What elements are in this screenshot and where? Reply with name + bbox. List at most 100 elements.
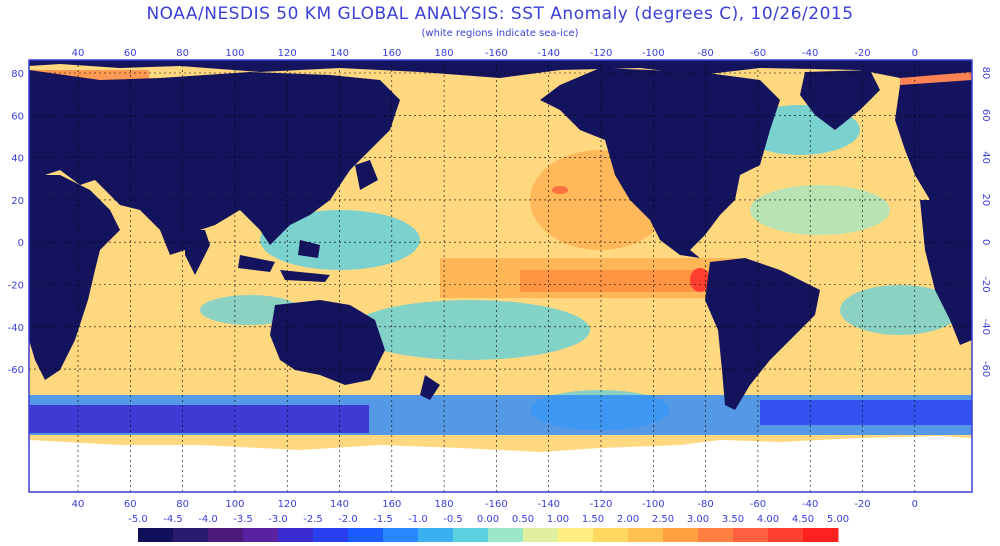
lon-tick-label: -140	[537, 499, 560, 510]
colorbar-label: -2.5	[303, 514, 323, 525]
colorbar-label: -3.0	[268, 514, 288, 525]
colorbar-swatch	[488, 528, 524, 542]
lon-tick-label: -140	[537, 48, 560, 59]
lat-tick-label: -40	[8, 323, 24, 334]
colorbar-swatch	[663, 528, 699, 542]
latitude-labels-left: 80 60 40 20 0 -20 -40 -60	[8, 69, 24, 376]
colorbar-swatch	[383, 528, 419, 542]
lat-tick-label: 20	[11, 196, 24, 207]
lon-tick-label: -80	[697, 48, 713, 59]
colorbar-swatch	[453, 528, 489, 542]
lat-tick-label: -60	[8, 365, 24, 376]
colorbar-label: 2.50	[652, 514, 674, 525]
colorbar-label: -1.0	[408, 514, 428, 525]
lon-tick-label: 120	[278, 499, 297, 510]
lat-tick-label: 80	[980, 67, 991, 80]
lon-tick-label: 80	[176, 48, 189, 59]
map-subtitle: (white regions indicate sea-ice)	[421, 28, 579, 39]
lon-tick-label: -120	[590, 48, 613, 59]
graticule	[29, 60, 972, 492]
colorbar-swatch	[628, 528, 664, 542]
colorbar-label: 2.00	[617, 514, 639, 525]
longitude-labels-top: 40 60 80 100 120 140 160 180 -160 -140 -120 -100 -80…	[72, 48, 918, 59]
longitude-labels-bottom: 40 60 80 100 120 140 160 180 -160 -140 -120 -100 -80…	[72, 499, 918, 510]
colorbar-swatch	[418, 528, 454, 542]
lon-tick-label: -60	[750, 499, 766, 510]
lat-tick-label: 0	[18, 238, 24, 249]
colorbar-label: 0.50	[512, 514, 534, 525]
map-frame	[28, 59, 973, 493]
colorbar-swatch	[173, 528, 209, 542]
latitude-labels-right: 80 60 40 20 0 -20 -40 -60	[980, 67, 991, 378]
colorbar-label: 0.00	[477, 514, 499, 525]
lat-tick-label: 0	[980, 239, 991, 245]
lon-tick-label: 40	[72, 499, 85, 510]
colorbar-label: -4.5	[163, 514, 183, 525]
lon-tick-label: 180	[435, 499, 454, 510]
colorbar-swatch	[523, 528, 559, 542]
colorbar-swatch	[313, 528, 349, 542]
colorbar-swatch	[733, 528, 769, 542]
colorbar-swatch	[138, 528, 174, 542]
lon-tick-label: 100	[225, 499, 244, 510]
lat-tick-label: 60	[980, 109, 991, 122]
lat-tick-label: 80	[11, 69, 24, 80]
colorbar-swatch	[208, 528, 244, 542]
lon-tick-label: 60	[124, 48, 137, 59]
colorbar-swatch	[243, 528, 279, 542]
colorbar-label: -0.5	[443, 514, 463, 525]
colorbar-swatch	[348, 528, 384, 542]
lon-tick-label: 160	[382, 48, 401, 59]
lon-tick-label: 40	[72, 48, 85, 59]
colorbar-label: -1.5	[373, 514, 393, 525]
lon-tick-label: 140	[330, 499, 349, 510]
lon-tick-label: -100	[642, 48, 665, 59]
lon-tick-label: -20	[854, 499, 870, 510]
lon-tick-label: -80	[697, 499, 713, 510]
lat-tick-label: -40	[980, 319, 991, 335]
colorbar-swatch	[278, 528, 314, 542]
lon-tick-label: -60	[750, 48, 766, 59]
lon-tick-label: -100	[642, 499, 665, 510]
colorbar-swatch	[768, 528, 804, 542]
lat-tick-label: 60	[11, 111, 24, 122]
lon-tick-label: -160	[485, 499, 508, 510]
colorbar: -5.0 -4.5 -4.0 -3.5 -3.0 -2.5 -2.0 -1.5 -1.0 -0.5…	[128, 514, 849, 542]
lon-tick-label: -160	[485, 48, 508, 59]
lon-tick-label: 120	[278, 48, 297, 59]
lon-tick-label: 140	[330, 48, 349, 59]
lat-tick-label: -20	[8, 281, 24, 292]
colorbar-label: -5.0	[128, 514, 148, 525]
lon-tick-label: 0	[912, 48, 918, 59]
lon-tick-label: -40	[802, 48, 818, 59]
colorbar-label: 1.50	[582, 514, 604, 525]
colorbar-swatch	[698, 528, 734, 542]
colorbar-label: 3.50	[722, 514, 744, 525]
colorbar-swatch	[803, 528, 839, 542]
colorbar-label: 3.00	[687, 514, 709, 525]
colorbar-swatch	[558, 528, 594, 542]
colorbar-label: 1.00	[547, 514, 569, 525]
lon-tick-label: -20	[854, 48, 870, 59]
lon-tick-label: 80	[176, 499, 189, 510]
lon-tick-label: 100	[225, 48, 244, 59]
colorbar-label: -2.0	[338, 514, 358, 525]
colorbar-swatch	[593, 528, 629, 542]
lat-tick-label: 40	[980, 151, 991, 164]
lon-tick-label: 0	[912, 499, 918, 510]
lon-tick-label: 160	[382, 499, 401, 510]
colorbar-label: -4.0	[198, 514, 218, 525]
lon-tick-label: -40	[802, 499, 818, 510]
lon-tick-label: 180	[435, 48, 454, 59]
lat-tick-label: -20	[980, 276, 991, 292]
map-title: NOAA/NESDIS 50 KM GLOBAL ANALYSIS: SST A…	[146, 4, 854, 24]
colorbar-label: -3.5	[233, 514, 253, 525]
colorbar-label: 4.50	[792, 514, 814, 525]
colorbar-label: 5.00	[827, 514, 849, 525]
colorbar-label: 4.00	[757, 514, 779, 525]
lat-tick-label: 40	[11, 154, 24, 165]
lon-tick-label: 60	[124, 499, 137, 510]
lat-tick-label: -60	[980, 361, 991, 377]
lon-tick-label: -120	[590, 499, 613, 510]
